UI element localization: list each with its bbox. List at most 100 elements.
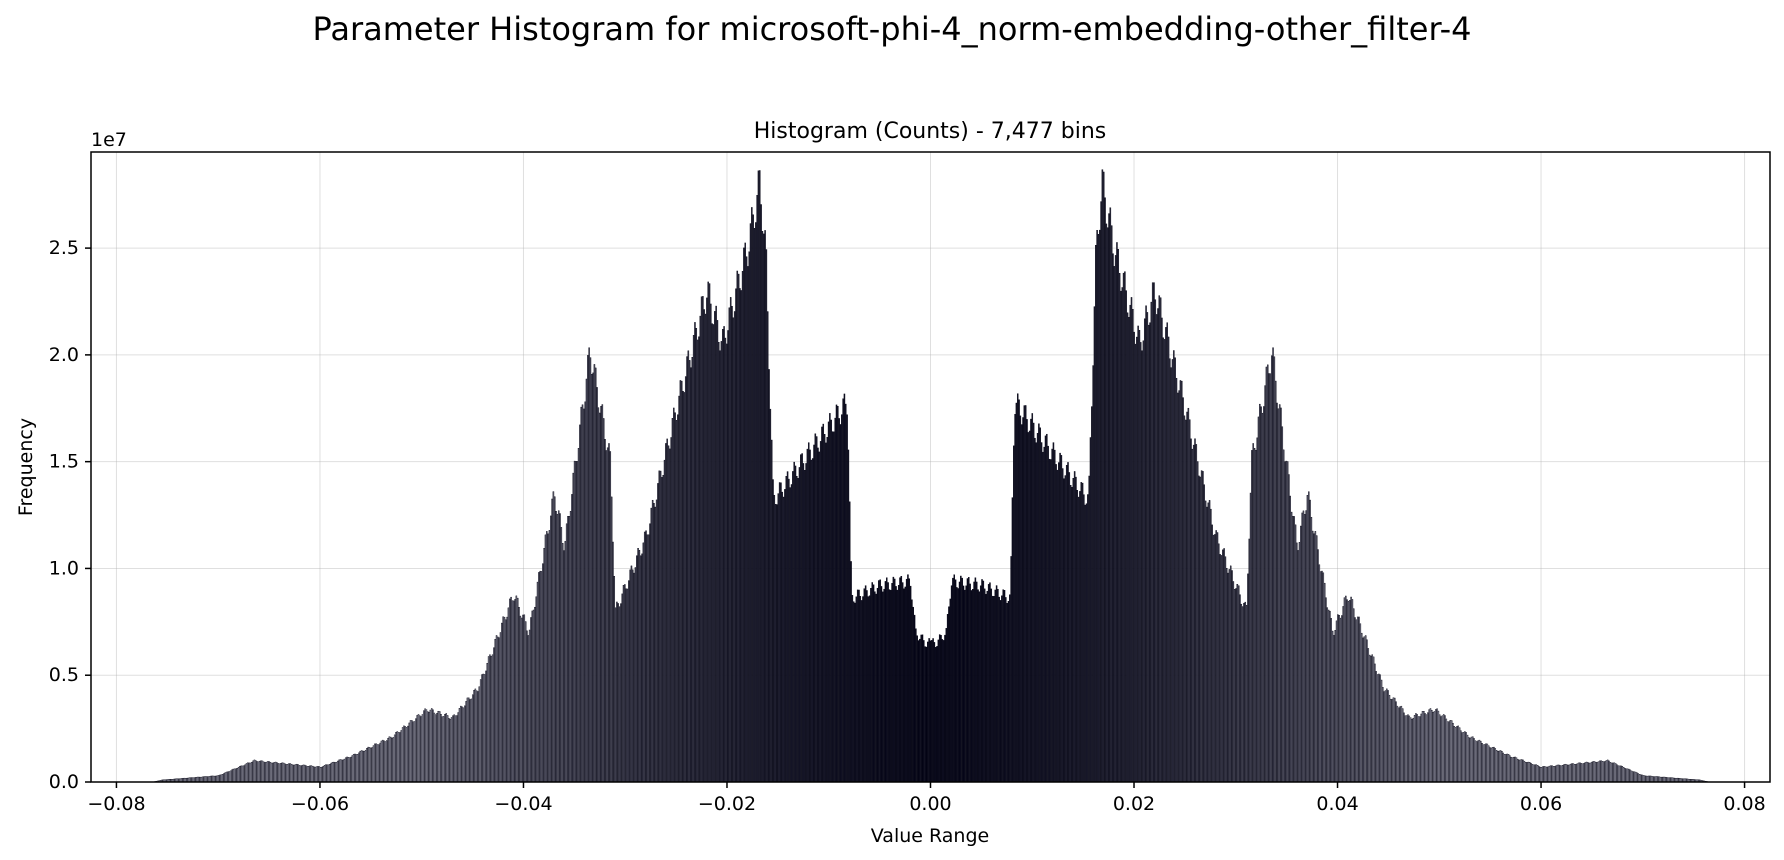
histogram-bar: [466, 697, 469, 783]
histogram-bar: [924, 646, 926, 783]
histogram-bar: [642, 542, 645, 783]
histogram-bar: [1210, 508, 1212, 783]
histogram-bar: [732, 317, 735, 783]
histogram-bar: [1403, 712, 1405, 783]
histogram-bar: [1546, 766, 1548, 783]
histogram-bar: [1409, 717, 1412, 783]
histogram-bar: [1288, 474, 1290, 783]
histogram-bar: [776, 504, 778, 783]
histogram-bar: [464, 705, 466, 783]
histogram-bar: [695, 328, 698, 783]
histogram-bar: [1444, 715, 1446, 783]
histogram-bar: [1195, 444, 1198, 783]
histogram-bar: [1011, 497, 1014, 783]
histogram-bar: [1321, 570, 1323, 783]
histogram-bar: [1175, 377, 1178, 783]
histogram-bar: [1141, 350, 1143, 783]
histogram-bar: [662, 475, 664, 783]
histogram-bar: [491, 654, 494, 783]
histogram-bar: [720, 341, 723, 783]
histogram-bar: [1329, 610, 1331, 783]
histogram-bar: [1441, 715, 1444, 783]
histogram-bar: [1263, 406, 1265, 783]
histogram-bar: [1048, 458, 1051, 783]
histogram-bar: [1370, 655, 1372, 783]
histogram-bar: [637, 548, 639, 783]
histogram-bar: [1310, 517, 1313, 783]
histogram-bar: [1421, 711, 1424, 783]
histogram-bar: [1239, 594, 1241, 783]
histogram-bar: [1604, 761, 1606, 783]
histogram-bar: [1567, 764, 1569, 783]
histogram-bar: [651, 499, 654, 783]
histogram-bar: [419, 715, 421, 783]
histogram-bar: [1134, 343, 1137, 783]
histogram-bar: [1065, 465, 1068, 783]
histogram-bar: [231, 769, 233, 783]
histogram-bar: [977, 589, 979, 783]
histogram-bar: [774, 504, 777, 783]
histogram-bar: [1341, 615, 1343, 783]
histogram-bar: [643, 531, 646, 783]
histogram-bar: [928, 638, 930, 783]
histogram-bar: [376, 744, 379, 783]
histogram-bar: [1637, 773, 1639, 783]
histogram-bar: [1552, 766, 1555, 783]
histogram-bar: [1121, 287, 1123, 783]
histogram-bar: [583, 408, 585, 783]
histogram-bar: [756, 195, 758, 783]
histogram-bar: [1460, 730, 1462, 783]
histogram-bar: [1133, 331, 1135, 783]
histogram-bar: [1006, 602, 1008, 783]
histogram-bar: [564, 541, 567, 783]
histogram-bar: [957, 588, 959, 783]
histogram-bar: [1216, 532, 1219, 783]
histogram-bar: [737, 273, 740, 783]
histogram-bar: [1327, 609, 1330, 783]
histogram-bar: [797, 478, 799, 783]
histogram-bar: [274, 761, 277, 783]
histogram-bar: [1192, 444, 1195, 783]
histogram-bar: [848, 501, 851, 783]
histogram-bar: [1174, 357, 1176, 783]
histogram-bar: [925, 646, 928, 783]
histogram-bar: [1120, 290, 1122, 783]
histogram-bar: [1016, 393, 1019, 783]
histogram-bar: [387, 738, 389, 783]
histogram-bar: [998, 596, 1000, 783]
histogram-bar: [305, 765, 307, 783]
histogram-bar: [1345, 595, 1347, 783]
histogram-bar: [1657, 776, 1659, 783]
histogram-bar: [1222, 549, 1224, 783]
histogram-bar: [1437, 710, 1440, 783]
histogram-bar: [1396, 705, 1399, 783]
histogram-bar: [1501, 751, 1503, 783]
histogram-bar: [625, 588, 627, 783]
histogram-bar: [259, 760, 261, 783]
histogram-bar: [462, 707, 465, 783]
histogram-bar: [224, 772, 227, 783]
histogram-bar: [711, 323, 713, 783]
histogram-bar: [1399, 706, 1401, 783]
histogram-bar: [769, 408, 772, 783]
histogram-bar: [1100, 201, 1102, 783]
histogram-bar: [297, 764, 299, 783]
histogram-bar: [1343, 597, 1346, 783]
histogram-bar: [286, 763, 289, 783]
histogram-bar: [872, 584, 875, 783]
histogram-bar: [805, 463, 807, 783]
histogram-bar: [520, 617, 523, 783]
histogram-bar: [550, 515, 552, 783]
histogram-bar: [1039, 427, 1041, 783]
histogram-bar: [1412, 717, 1415, 783]
histogram-bar: [1068, 472, 1071, 783]
histogram-bar: [1335, 620, 1338, 783]
histogram-bar: [1575, 764, 1577, 783]
histogram-bar: [257, 761, 260, 783]
histogram-bar: [1571, 763, 1573, 783]
histogram-bar: [1179, 380, 1182, 783]
histogram-bar: [793, 461, 795, 783]
histogram-bar: [1241, 606, 1244, 783]
histogram-bars: [153, 169, 1710, 783]
histogram-bar: [1091, 406, 1093, 783]
